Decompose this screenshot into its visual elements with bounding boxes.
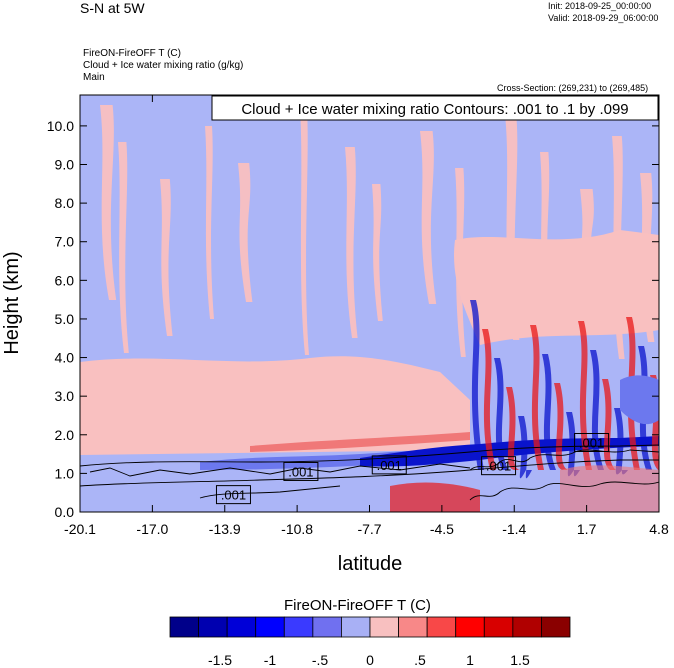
colorbar-label: -1.5 bbox=[208, 652, 232, 668]
x-tick-label: -1.4 bbox=[502, 521, 526, 537]
colorbar-swatch bbox=[283, 616, 314, 638]
init-time: Init: 2018-09-25_00:00:00 bbox=[548, 1, 652, 11]
contour-label-text: .001 bbox=[288, 464, 313, 479]
contour-label-text: .001 bbox=[579, 436, 604, 451]
y-tick-label: 8.0 bbox=[55, 195, 75, 211]
domain-label: Main bbox=[83, 72, 105, 83]
colorbar-swatch bbox=[312, 616, 342, 638]
contour-label-text: .001 bbox=[486, 459, 511, 474]
colorbar-swatch bbox=[369, 616, 399, 638]
colorbar-label: .5 bbox=[414, 652, 426, 668]
colorbar-label: -.5 bbox=[312, 652, 329, 668]
y-tick-label: 3.0 bbox=[55, 388, 75, 404]
colorbar-label: 1.5 bbox=[510, 652, 530, 668]
colorbar-label: 0 bbox=[366, 652, 374, 668]
y-tick-label: 10.0 bbox=[47, 118, 74, 134]
cloud-contours bbox=[80, 444, 659, 501]
y-tick-label: 1.0 bbox=[55, 465, 75, 481]
x-tick-label: -4.5 bbox=[430, 521, 454, 537]
variable-line-contour: Cloud + Ice water mixing ratio (g/kg) bbox=[83, 60, 244, 71]
y-tick-label: 6.0 bbox=[55, 272, 75, 288]
colorbar-title: FireON-FireOFF T (C) bbox=[284, 597, 431, 614]
contour-label: .001 bbox=[574, 433, 610, 452]
x-tick-label: -13.9 bbox=[209, 521, 241, 537]
colorbar-swatch bbox=[426, 616, 457, 638]
contour-label-text: .001 bbox=[221, 488, 246, 503]
y-tick-label: 4.0 bbox=[55, 350, 75, 366]
colorbar: -1.5 -1 -.5 0 .5 1 1.5 bbox=[169, 616, 571, 668]
x-axis-label: latitude bbox=[338, 553, 403, 575]
colorbar-swatch bbox=[169, 616, 199, 638]
colorbar-swatch bbox=[398, 616, 428, 638]
x-tick-label: -7.7 bbox=[357, 521, 381, 537]
variable-line-shaded: FireON-FireOFF T (C) bbox=[83, 48, 181, 59]
contour-label-text: .001 bbox=[377, 458, 402, 473]
x-tick-label: -10.8 bbox=[281, 521, 313, 537]
chart-title: Cloud + Ice water mixing ratio Contours:… bbox=[241, 101, 628, 118]
x-tick-label: -20.1 bbox=[64, 521, 96, 537]
y-tick-label: 9.0 bbox=[55, 157, 75, 173]
contour-labels: .001 .001 .001 .001 .001 bbox=[215, 433, 610, 505]
colorbar-swatch bbox=[226, 616, 257, 638]
colorbar-swatch bbox=[341, 616, 371, 638]
x-axis: -20.1 -17.0 -13.9 -10.8 -7.7 -4.5 -1.4 1.7 4.8 bbox=[64, 95, 669, 537]
cross-section-label: Cross-Section: (269,231) to (269,485) bbox=[497, 83, 649, 93]
x-tick-label: -17.0 bbox=[136, 521, 168, 537]
colorbar-swatch bbox=[512, 616, 542, 638]
y-tick-label: 7.0 bbox=[55, 234, 75, 250]
y-tick-label: 0.0 bbox=[55, 504, 75, 520]
contour-label: .001 bbox=[481, 456, 517, 476]
x-tick-label: 4.8 bbox=[649, 521, 669, 537]
colorbar-label: -1 bbox=[264, 652, 277, 668]
colorbar-label: 1 bbox=[466, 652, 474, 668]
valid-time: Valid: 2018-09-29_06:00:00 bbox=[548, 13, 659, 23]
temperature-difference-field bbox=[80, 95, 659, 512]
colorbar-swatch bbox=[541, 616, 571, 638]
y-axis: 0.0 1.0 2.0 3.0 4.0 5.0 6.0 7.0 8.0 9.0 10.0 bbox=[47, 118, 659, 520]
plot-title: S-N at 5W bbox=[80, 0, 145, 16]
colorbar-swatch bbox=[198, 616, 228, 638]
x-tick-label: 1.7 bbox=[577, 521, 597, 537]
contour-label: .001 bbox=[215, 485, 251, 505]
y-tick-label: 2.0 bbox=[55, 427, 75, 443]
contour-label: .001 bbox=[283, 461, 319, 481]
contour-label: .001 bbox=[371, 455, 407, 475]
colorbar-swatch bbox=[255, 616, 285, 638]
colorbar-swatch bbox=[483, 616, 514, 638]
colorbar-swatch bbox=[455, 616, 485, 638]
contour-title-box: Cloud + Ice water mixing ratio Contours:… bbox=[211, 95, 659, 121]
y-axis-label: Height (km) bbox=[1, 251, 23, 354]
y-tick-label: 5.0 bbox=[55, 311, 75, 327]
